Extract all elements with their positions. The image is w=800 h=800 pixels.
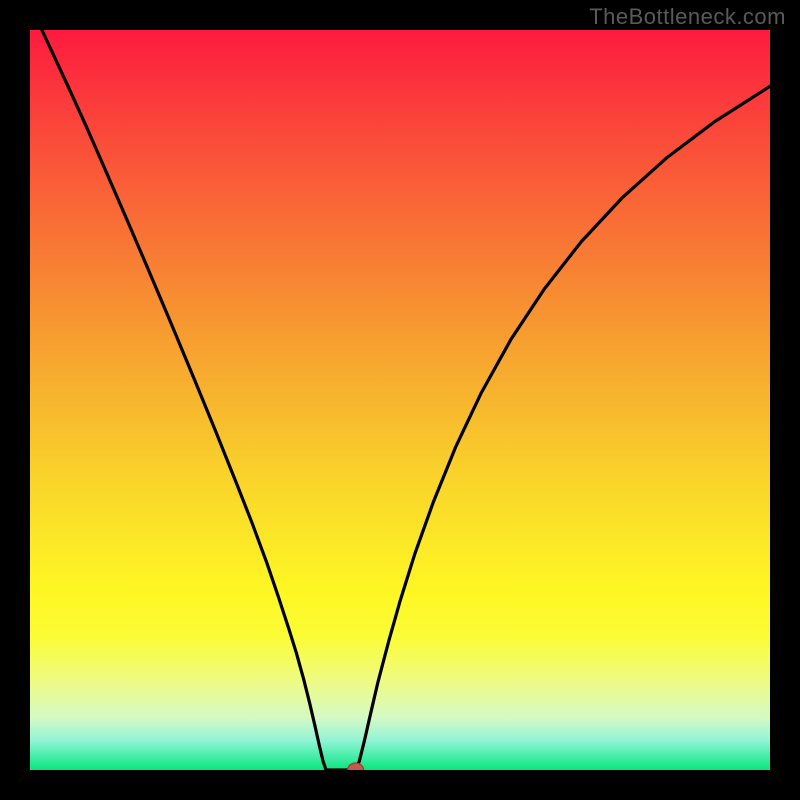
watermark-text: TheBottleneck.com <box>589 4 786 30</box>
plot-area <box>30 30 770 770</box>
plot-background <box>30 30 770 770</box>
plot-svg <box>30 30 770 770</box>
chart-frame: TheBottleneck.com <box>0 0 800 800</box>
